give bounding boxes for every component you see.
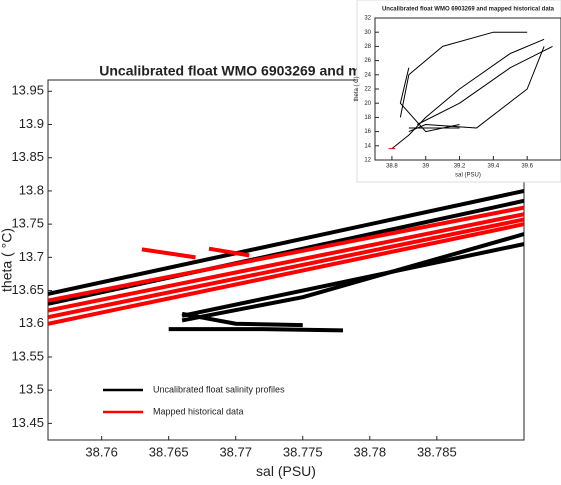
profile-line [168,327,344,333]
x-tick-label: 38.76 [85,444,118,459]
y-axis-label: theta ( °C) [0,228,14,292]
y-tick-label: 13.9 [19,116,44,131]
profile-line [208,246,250,258]
profile-line [48,205,524,303]
x-axis-label: sal (PSU) [256,463,316,479]
x-tick-label: 38.8 [386,164,398,170]
profile-line [141,247,196,260]
y-tick-label: 13.45 [11,415,44,430]
y-tick-label: 14 [364,143,371,149]
y-tick-label: 13.7 [19,249,44,264]
profile-line [181,232,524,323]
y-tick-label: 13.55 [11,348,44,363]
x-tick-label: 38.775 [283,444,323,459]
y-tick-label: 13.8 [19,182,44,197]
y-tick-label: 28 [364,44,371,50]
profile-line [399,31,528,118]
y-tick-label: 24 [364,72,371,78]
y-tick-label: 26 [364,58,371,64]
y-tick-label: 13.6 [19,315,44,330]
plot-frame [47,79,525,441]
x-tick-label: 38.765 [149,444,189,459]
y-tick-label: 13.95 [11,83,44,98]
profile-line [48,222,524,326]
legend-label: Uncalibrated float salinity profiles [153,384,285,394]
y-tick-label: 12 [364,158,371,164]
chart-title: Uncalibrated float WMO 6903269 and mappe… [382,7,555,13]
y-tick-label: 22 [364,87,371,93]
y-tick-label: 30 [364,30,371,36]
data-lines [48,188,524,333]
y-axis-label: theta ( C) [354,76,360,101]
profile-line [48,212,524,313]
profile-line [391,38,545,150]
y-tick-label: 13.5 [19,382,44,397]
y-tick-label: 13.65 [11,282,44,297]
profile-line [48,217,524,320]
x-tick-label: 39.4 [488,164,500,170]
data-lines [388,31,553,150]
y-tick-label: 32 [364,16,371,22]
x-tick-label: 39 [422,164,429,170]
y-tick-label: 16 [364,129,371,135]
x-tick-label: 38.785 [417,444,457,459]
legend-label: Mapped historical data [153,406,244,416]
x-tick-label: 39.6 [521,164,533,170]
profile-line [48,188,524,296]
x-tick-label: 39.2 [454,164,466,170]
profile-line [417,45,553,125]
profile-line [408,46,545,133]
y-tick-label: 18 [364,115,371,121]
inset-background [356,0,561,183]
y-tick-label: 13.85 [11,149,44,164]
x-axis-label: sal (PSU) [455,173,481,179]
profile-line [181,242,524,318]
chart-panel: 38.8 39 39.2 39.4 39.6 12 14 16 18 20 22 24 26 28 30 32… [354,0,561,183]
x-tick-label: 38.77 [219,444,252,459]
y-tick-label: 13.75 [11,216,44,231]
x-tick-label: 38.78 [354,444,387,459]
y-tick-label: 20 [364,101,371,107]
profile-line [181,311,303,328]
